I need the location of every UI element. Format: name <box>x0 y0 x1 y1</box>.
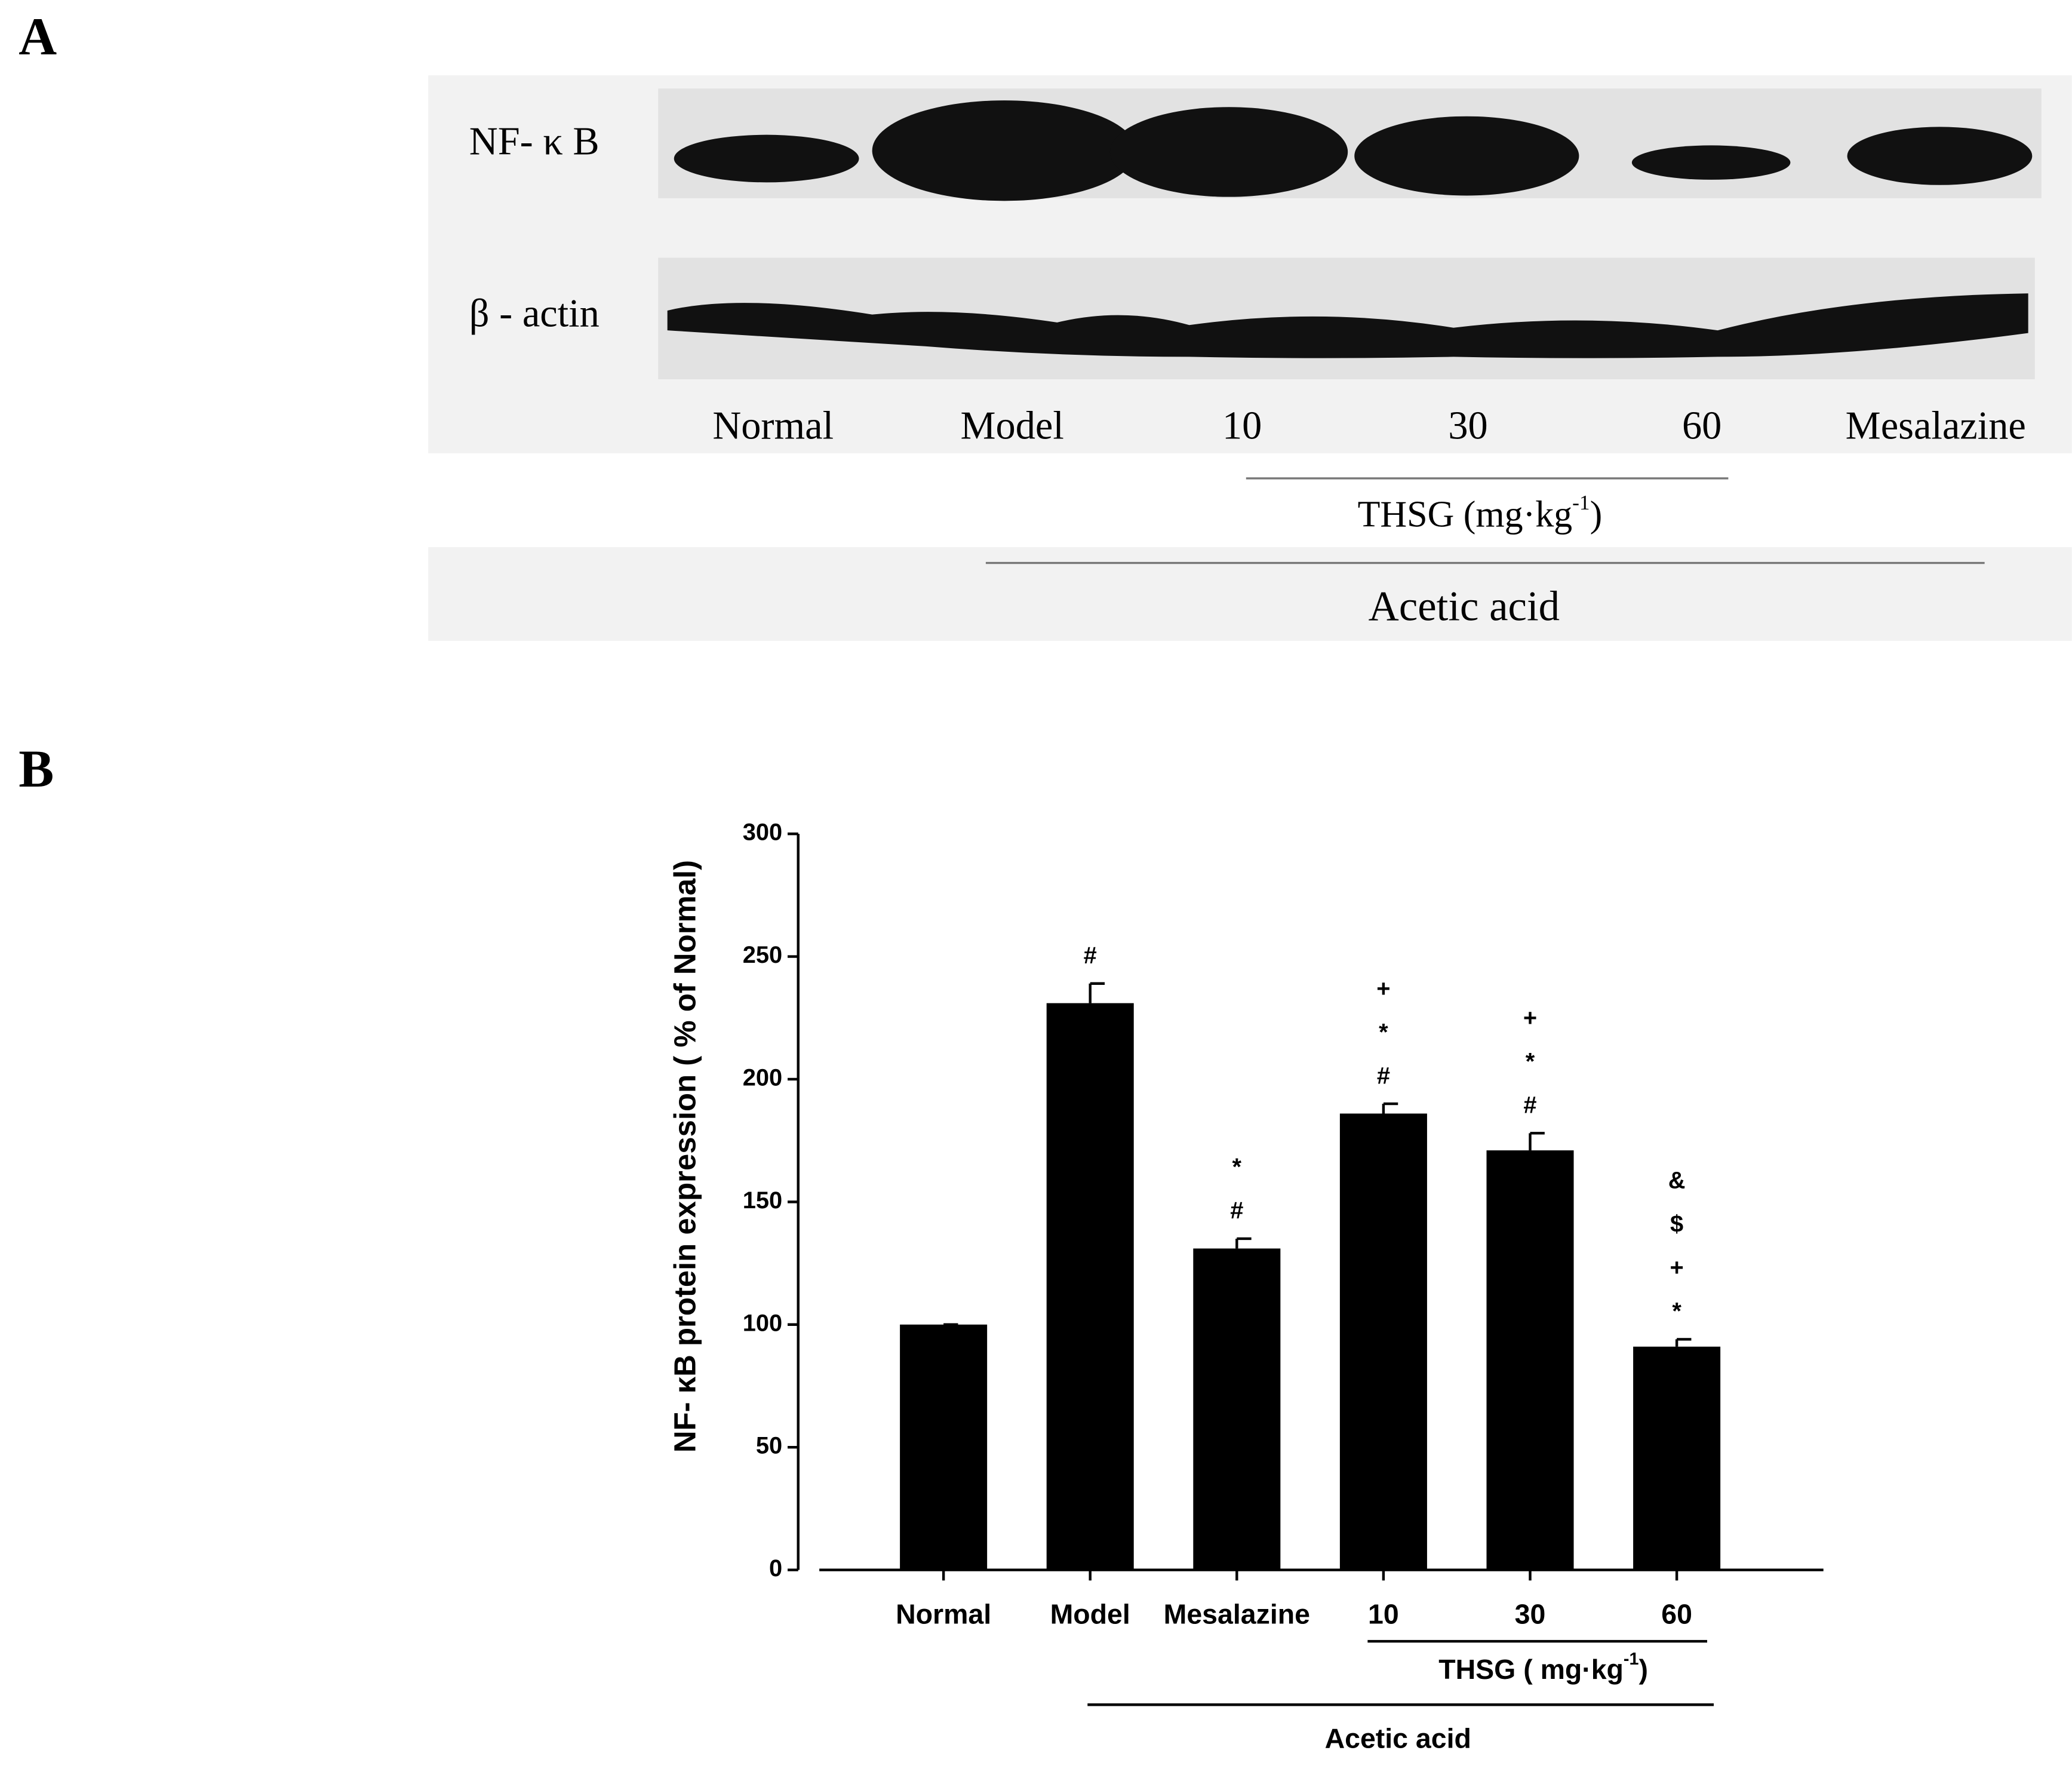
x-tick-label: 10 <box>1368 1598 1399 1629</box>
significance-mark: * <box>1379 1019 1388 1045</box>
group-label: Acetic acid <box>1369 583 1560 630</box>
bar <box>1633 1346 1721 1570</box>
group-background <box>428 547 2072 641</box>
error-bar <box>1529 1132 1545 1151</box>
y-tick-label: 0 <box>769 1555 782 1582</box>
significance-mark: + <box>1376 975 1390 1002</box>
x-tick-label: 30 <box>1515 1598 1546 1629</box>
bar <box>900 1324 988 1570</box>
bar <box>1046 1003 1134 1570</box>
lane-label: 10 <box>1222 404 1262 447</box>
significance-mark: # <box>1230 1197 1243 1224</box>
y-tick-label: 50 <box>756 1433 782 1459</box>
y-tick-label: 200 <box>743 1064 782 1091</box>
x-tick-label: Model <box>1050 1598 1130 1629</box>
y-tick-label: 150 <box>743 1187 782 1214</box>
lane-label: Model <box>961 404 1064 447</box>
error-bar <box>1382 1102 1398 1114</box>
group-text: ) <box>1639 1654 1648 1685</box>
superscript: -1 <box>1624 1650 1639 1669</box>
significance-mark: & <box>1668 1168 1686 1194</box>
error-bar <box>1235 1237 1252 1249</box>
y-tick-label: 300 <box>743 819 782 846</box>
bar <box>1193 1248 1281 1570</box>
significance-mark: # <box>1084 942 1097 969</box>
x-tick-label: Normal <box>896 1598 991 1629</box>
significance-mark: + <box>1523 1005 1537 1031</box>
row-label: β - actin <box>469 291 600 335</box>
group-label: THSG ( mg·kg-1) <box>1438 1650 1648 1685</box>
panel-label: B <box>19 740 54 799</box>
error-bar <box>1089 982 1105 1003</box>
blot-bands <box>667 100 2033 358</box>
panel-label: A <box>19 8 57 66</box>
row-label: NF- κ B <box>469 120 600 164</box>
group-text: THSG (mg·kg <box>1358 495 1573 535</box>
significance-mark: * <box>1526 1049 1535 1075</box>
significance-mark: # <box>1523 1092 1536 1119</box>
group-text: ) <box>1590 495 1603 535</box>
lane-label: Mesalazine <box>1846 404 2026 447</box>
blot-strip <box>658 88 2042 198</box>
group-label: Acetic acid <box>1325 1722 1471 1754</box>
lane-label: 60 <box>1682 404 1721 447</box>
bar <box>1486 1150 1574 1570</box>
significance-mark: # <box>1377 1063 1390 1089</box>
significance-mark: $ <box>1670 1211 1683 1238</box>
lane-label: Normal <box>712 404 834 447</box>
superscript: -1 <box>1572 490 1590 514</box>
error-bar <box>1675 1338 1692 1347</box>
group-label: THSG (mg·kg-1) <box>1358 490 1603 535</box>
lane-label: 30 <box>1448 404 1487 447</box>
significance-mark: * <box>1672 1298 1681 1325</box>
significance-mark: + <box>1670 1255 1683 1281</box>
group-text: THSG ( mg·kg <box>1438 1654 1624 1685</box>
y-tick-label: 100 <box>743 1310 782 1336</box>
x-tick-label: 60 <box>1661 1598 1692 1629</box>
y-tick-label: 250 <box>743 942 782 968</box>
significance-mark: * <box>1232 1154 1242 1180</box>
x-tick-label: Mesalazine <box>1164 1598 1310 1629</box>
bar <box>1339 1113 1427 1570</box>
y-axis-title: NF- κB protein expression ( % of Normal) <box>668 860 702 1453</box>
